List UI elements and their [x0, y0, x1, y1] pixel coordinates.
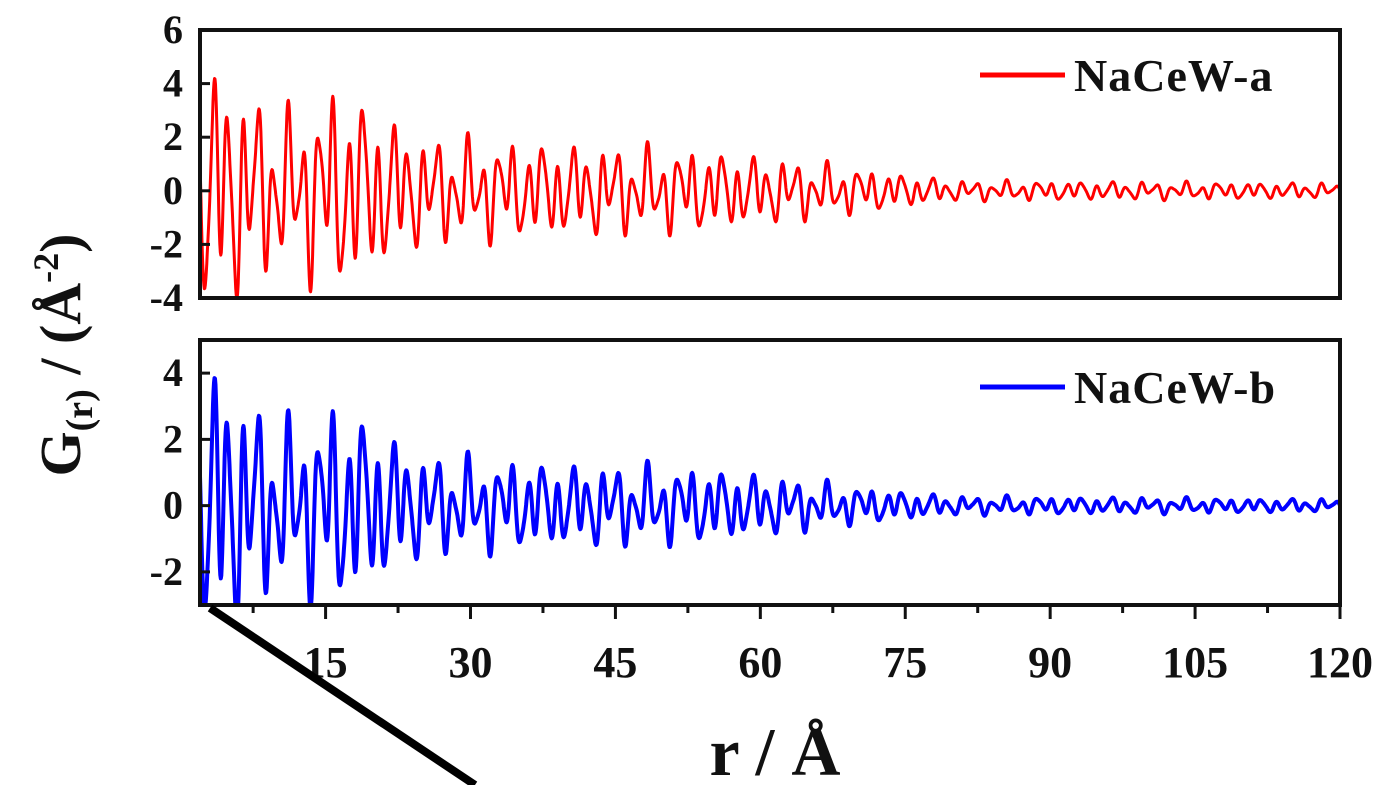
y-tick-label: 0 — [163, 168, 183, 213]
panel-b-frame — [198, 338, 1342, 607]
x-tick-label: 105 — [1162, 638, 1228, 687]
series-path — [198, 376, 1342, 607]
panel-a-y-ticks: -4 -2 0 2 4 6 — [150, 7, 210, 320]
legend-a: NaCeW-a — [980, 50, 1273, 101]
y-axis-title: G(r) / (Å-2) — [26, 234, 101, 477]
series-line-b — [198, 376, 1342, 607]
x-tick-label: 60 — [738, 638, 782, 687]
series-line-a — [198, 77, 1342, 300]
x-tick-label: 120 — [1307, 638, 1373, 687]
y-tick-label: 0 — [163, 483, 183, 528]
panel-a-frame — [198, 28, 1342, 300]
panel-b-y-ticks: -2 0 2 4 — [150, 350, 210, 594]
x-axis-ticks: 15 30 45 60 75 90 105 120 — [251, 605, 1373, 687]
series-path — [198, 77, 1342, 300]
y-tick-label: -4 — [150, 275, 183, 320]
x-axis-title: r / Å — [710, 714, 841, 785]
y-tick-label: 2 — [163, 114, 183, 159]
legend-a-label: NaCeW-a — [1074, 50, 1273, 101]
y-tick-label: 6 — [163, 7, 183, 52]
panel-b: -2 0 2 4 NaCeW-b — [150, 338, 1342, 607]
x-tick-label: 30 — [449, 638, 493, 687]
legend-b: NaCeW-b — [980, 362, 1276, 413]
y-tick-label: 4 — [163, 350, 183, 395]
y-tick-label: -2 — [150, 221, 183, 266]
panel-a: -4 -2 0 2 4 6 NaCeW-a — [150, 7, 1342, 320]
x-tick-label: 90 — [1028, 638, 1072, 687]
y-tick-label: 4 — [163, 61, 183, 106]
y-tick-label: 2 — [163, 416, 183, 461]
x-tick-label: 75 — [883, 638, 927, 687]
legend-b-label: NaCeW-b — [1074, 362, 1276, 413]
x-tick-label: 45 — [593, 638, 637, 687]
y-tick-label: -2 — [150, 549, 183, 594]
zoom-indicator-line — [207, 604, 478, 785]
